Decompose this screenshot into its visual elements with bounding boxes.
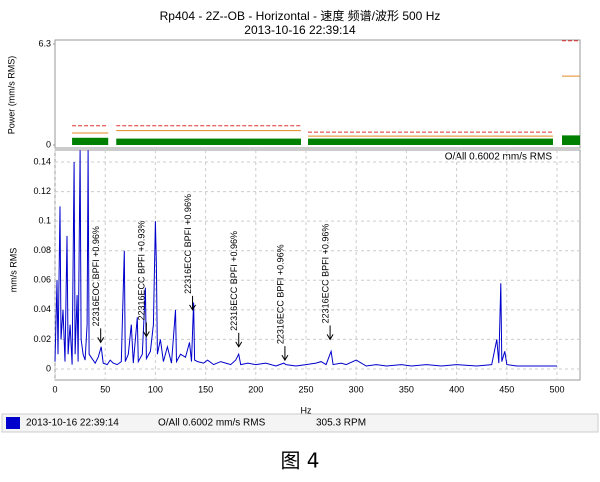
figure-caption: 图 4 [280, 449, 319, 473]
x-tick-label: 100 [148, 384, 163, 394]
arrow-head [281, 354, 289, 362]
legend-bar [1, 413, 599, 433]
band-bar [72, 137, 109, 145]
band-bar [116, 138, 301, 145]
arrow-head [97, 337, 105, 344]
legend-swatch [6, 417, 20, 429]
y-tick-label: 0.06 [33, 275, 51, 285]
y-tick-label: 0 [46, 363, 51, 373]
y-axis-label: mm/s RMS [8, 248, 18, 293]
annotation-label: 22316ECC BPFI +0.96% [183, 194, 193, 294]
chart-title: Rp404 - 2Z--OB - Horizontal - 速度 频谱/波形 5… [160, 8, 441, 23]
x-tick-label: 350 [399, 384, 414, 394]
arrow-head [326, 334, 334, 341]
chart-subtitle: 2013-10-16 22:39:14 [244, 23, 356, 37]
band-bar [308, 138, 553, 145]
legend-overall: O/All 0.6002 mm/s RMS [158, 418, 266, 429]
arrow-head [235, 341, 243, 348]
x-tick-label: 300 [349, 384, 364, 394]
x-tick-label: 400 [449, 384, 464, 394]
x-tick-label: 500 [549, 384, 564, 394]
legend-series: 2013-10-16 22:39:14 [26, 418, 119, 429]
y-tick-label: 0.12 [33, 186, 51, 196]
annotation-label: 22316ECC BPFI +0.96% [275, 244, 285, 344]
x-axis-label: Hz [301, 405, 312, 415]
legend-speed: 305.3 RPM [316, 418, 366, 429]
y-tick-label: 0.1 [38, 216, 51, 226]
annotation-label: 22316EOC BPFI +0.96% [91, 226, 101, 326]
y-tick-label: 0.08 [33, 245, 51, 255]
band-bar [562, 135, 580, 145]
y-tick-label: 0.14 [33, 156, 51, 166]
x-tick-label: 250 [298, 384, 313, 394]
y-tick-label: 6.3 [38, 38, 51, 48]
x-tick-label: 50 [100, 384, 110, 394]
annotation-label: 22316ECC BPFI +0.96% [320, 224, 330, 324]
annotation-label: 22316ECC BPFI +0.93% [137, 221, 147, 321]
arrow-head [189, 304, 196, 311]
x-tick-label: 0 [52, 384, 57, 394]
power-frame [54, 39, 581, 149]
y-tick-label: 0 [46, 139, 51, 149]
x-tick-label: 200 [248, 384, 263, 394]
spectrum-line [54, 150, 557, 367]
annotation-label: 22316ECC BPFI +0.96% [229, 231, 239, 331]
y-tick-label: 0.02 [33, 334, 51, 344]
y-axis-label: Power (mm/s RMS) [6, 56, 16, 135]
arrow-head [142, 331, 150, 338]
y-tick-label: 0.04 [33, 304, 51, 314]
x-tick-label: 150 [198, 384, 213, 394]
x-tick-label: 450 [499, 384, 514, 394]
overall-annotation: O/All 0.6002 mm/s RMS [445, 152, 553, 163]
